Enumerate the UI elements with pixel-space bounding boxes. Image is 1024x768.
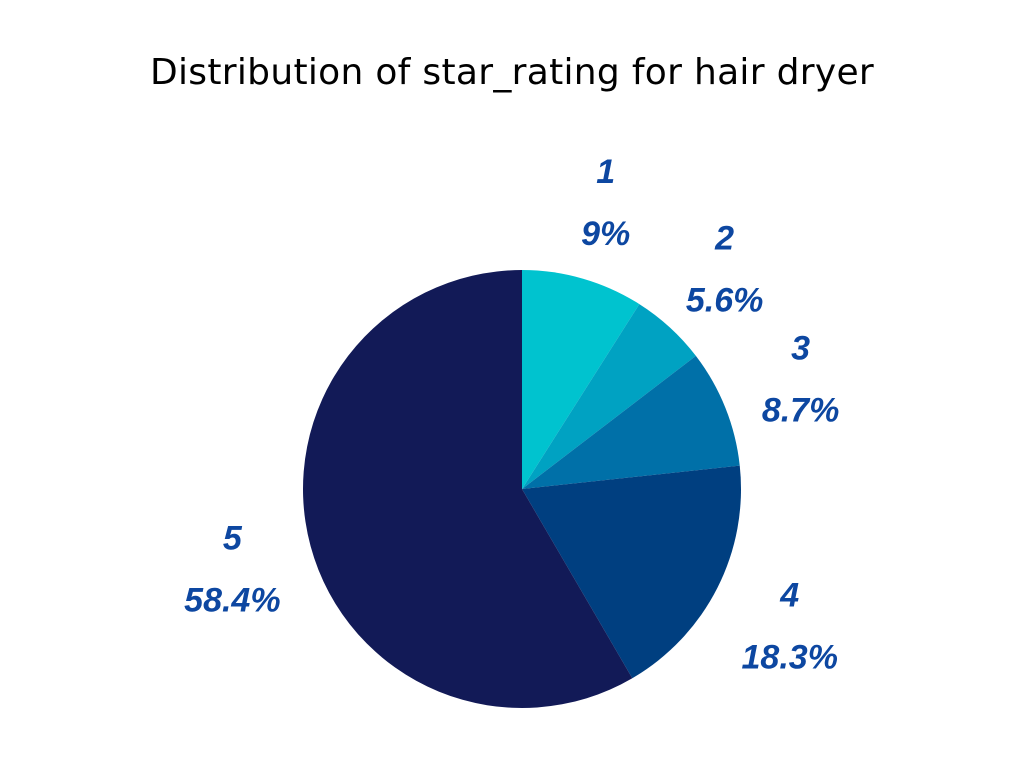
pie-slice-4 bbox=[522, 465, 741, 679]
slice-label-category-5: 5 bbox=[223, 519, 243, 557]
slice-label-percent-1: 9% bbox=[581, 215, 630, 253]
slice-label-percent-3: 8.7% bbox=[762, 392, 840, 430]
pie-slice-5 bbox=[302, 270, 633, 708]
pie-slice-2 bbox=[522, 304, 696, 489]
slice-label-category-3: 3 bbox=[791, 330, 810, 368]
pie-slice-1 bbox=[522, 270, 640, 489]
slice-label-percent-2: 5.6% bbox=[686, 282, 764, 320]
chart-title: Distribution of star_rating for hair dry… bbox=[149, 52, 874, 93]
slice-label-percent-4: 18.3% bbox=[742, 638, 838, 676]
slice-label-category-2: 2 bbox=[714, 220, 734, 258]
slice-label-percent-5: 58.4% bbox=[184, 581, 280, 619]
pie-slice-3 bbox=[522, 355, 740, 489]
slice-label-category-1: 1 bbox=[596, 153, 615, 191]
slice-label-category-4: 4 bbox=[779, 576, 799, 614]
